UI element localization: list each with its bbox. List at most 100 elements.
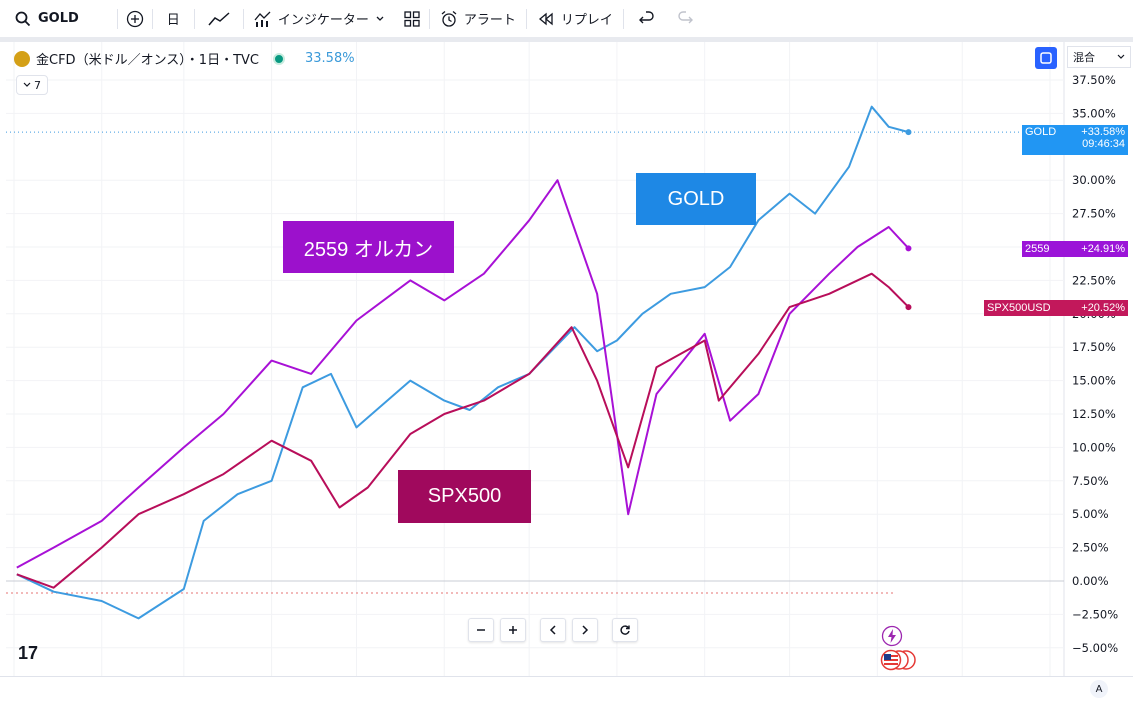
y-tick-label: 2.50%	[1072, 541, 1109, 555]
divider	[428, 8, 430, 29]
us-flag-events-icon[interactable]	[880, 649, 916, 671]
y-tick-label: 5.00%	[1072, 507, 1109, 521]
undo-button[interactable]	[624, 0, 670, 37]
gold-badge-time: 09:46:34	[1082, 138, 1125, 150]
alert-label: アラート	[463, 13, 516, 28]
interval-label: 日	[166, 13, 180, 28]
plus-circle-icon	[126, 10, 143, 27]
alert-button[interactable]: アラート	[430, 0, 526, 37]
series-last-point	[905, 129, 912, 136]
tradingview-logo[interactable]: 17	[18, 643, 38, 664]
divider	[242, 8, 244, 29]
top-toolbar: GOLD 日 インジケーター アラート リプレイ	[0, 0, 1133, 38]
annotation-gold[interactable]: GOLD	[636, 173, 756, 225]
y-tick-label: 15.00%	[1072, 374, 1116, 388]
gold-badge-value: +33.58%	[1081, 126, 1125, 138]
series-line-2559	[16, 179, 910, 569]
redo-icon	[678, 10, 693, 23]
y-tick-label: 35.00%	[1072, 106, 1116, 120]
series-line-gold	[16, 105, 909, 620]
legend-change: 33.58%	[305, 51, 355, 66]
interval-button[interactable]: 日	[153, 0, 194, 37]
y-tick-label: 12.50%	[1072, 407, 1116, 421]
reset-chart-button[interactable]	[612, 618, 638, 642]
symbol-search-button[interactable]: GOLD	[0, 0, 87, 37]
tradingview-logo-text: 17	[18, 643, 39, 663]
compare-button[interactable]	[118, 0, 152, 37]
market-open-dot-icon	[273, 52, 285, 65]
indicators-button[interactable]: インジケーター	[244, 0, 395, 37]
alarm-clock-icon	[441, 10, 457, 27]
legend-title: 金CFD（米ドル／オンス）・1日・TVC	[36, 53, 259, 68]
series-last-point	[905, 245, 912, 252]
chart-legend: 金CFD（米ドル／オンス）・1日・TVC 33.58%	[14, 49, 355, 68]
legend-count: 7	[34, 78, 41, 92]
scale-mode-label: 混合	[1073, 51, 1095, 64]
chevron-down-icon	[23, 82, 31, 87]
indicators-label: インジケーター	[277, 13, 369, 28]
y-tick-label: 7.50%	[1072, 474, 1109, 488]
chevron-left-icon	[549, 625, 556, 635]
toolbar-separator	[0, 37, 1133, 42]
rewind-icon	[538, 12, 553, 25]
annotation-spx[interactable]: SPX500	[398, 470, 531, 523]
indicators-icon	[254, 11, 271, 27]
y-tick-label: 27.50%	[1072, 207, 1116, 221]
y-tick-label: 30.00%	[1072, 173, 1116, 187]
scroll-left-button[interactable]	[540, 618, 566, 642]
y-tick-label: −2.50%	[1072, 607, 1118, 621]
zoom-out-button[interactable]	[468, 618, 494, 642]
chevron-down-icon	[1117, 54, 1125, 59]
series-last-point	[905, 304, 912, 311]
fullscreen-button[interactable]	[1035, 47, 1057, 69]
lightning-icon[interactable]	[881, 625, 903, 647]
annotation-orukan-text: 2559 オルカン	[303, 238, 434, 261]
scale-mode-select[interactable]: 混合	[1067, 46, 1131, 68]
search-icon	[15, 11, 31, 26]
auto-scale-button[interactable]: A	[1090, 680, 1108, 698]
time-axis[interactable]	[0, 676, 1133, 710]
annotation-orukan[interactable]: 2559 オルカン	[283, 221, 454, 273]
line-chart-icon	[208, 11, 230, 25]
gold-badge-name: GOLD	[1025, 126, 1057, 138]
spx-price-badge: SPX500USD +20.52%	[984, 300, 1128, 316]
spx-badge-name: SPX500USD	[987, 302, 1051, 314]
undo-icon	[638, 10, 654, 23]
y-tick-label: 17.50%	[1072, 340, 1116, 354]
expand-icon	[1040, 52, 1052, 64]
chevron-right-icon	[582, 625, 589, 635]
chevron-down-icon	[376, 16, 384, 21]
divider	[193, 8, 195, 29]
y-tick-label: 37.50%	[1072, 73, 1116, 87]
layouts-button[interactable]	[395, 0, 429, 37]
y-tick-label: 10.00%	[1072, 440, 1116, 454]
y-tick-label: −5.00%	[1072, 641, 1118, 655]
gold-coin-icon	[14, 50, 30, 67]
grid-icon	[404, 10, 420, 27]
y-tick-label: 22.50%	[1072, 273, 1116, 287]
divider	[151, 8, 153, 29]
divider	[525, 8, 527, 29]
zoom-in-button[interactable]	[500, 618, 526, 642]
annotation-spx-text: SPX500	[427, 485, 502, 507]
redo-button[interactable]	[670, 0, 700, 37]
minus-icon	[477, 629, 485, 631]
gold-price-badge: GOLD +33.58% 09:46:34	[1022, 125, 1128, 155]
orukan-badge-name: 2559	[1025, 243, 1050, 255]
orukan-price-badge: 2559 +24.91%	[1022, 241, 1128, 257]
orukan-badge-value: +24.91%	[1081, 243, 1125, 255]
scroll-right-button[interactable]	[572, 618, 598, 642]
annotation-gold-text: GOLD	[667, 187, 725, 210]
symbol-label: GOLD	[38, 11, 79, 26]
plus-icon	[509, 626, 517, 634]
legend-collapse-button[interactable]: 7	[16, 75, 48, 95]
replay-label: リプレイ	[560, 13, 613, 28]
divider	[622, 8, 624, 29]
chart-type-button[interactable]	[195, 0, 243, 37]
auto-scale-label: A	[1095, 683, 1103, 695]
replay-button[interactable]: リプレイ	[527, 0, 623, 37]
reset-icon	[620, 625, 630, 635]
spx-badge-value: +20.52%	[1081, 302, 1125, 314]
series-line-spx500usd	[16, 272, 910, 589]
